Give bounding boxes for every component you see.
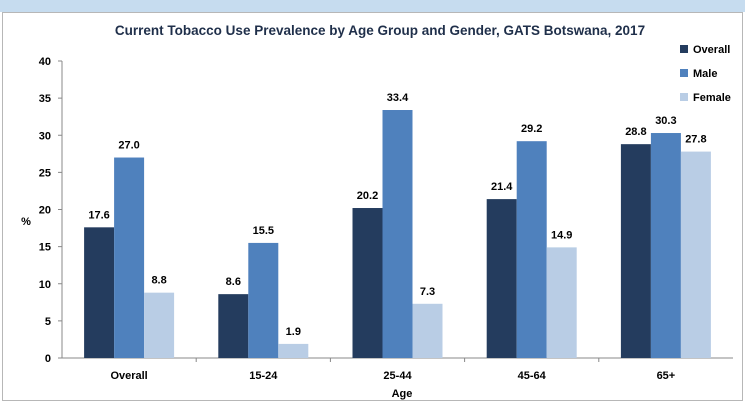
y-axis-label: % [21,216,31,228]
x-tick-label: Overall [110,370,147,382]
data-label: 30.3 [655,115,676,127]
bar-overall [218,294,249,358]
data-label: 27.0 [118,140,139,152]
data-label: 8.6 [226,276,241,288]
x-tick-label: 15-24 [249,370,278,382]
data-label: 8.8 [151,275,166,287]
bar-male [114,157,145,358]
top-band [0,0,745,12]
bar-female [144,292,175,358]
x-tick-label: 65+ [657,370,676,382]
bar-overall [84,227,115,358]
legend-label-female: Female [693,92,731,104]
data-label: 27.8 [685,134,706,146]
bar-female [278,343,309,358]
y-tick-label: 30 [39,130,51,142]
bar-male [650,133,681,358]
bar-male [382,110,413,358]
x-axis-label: Age [392,388,413,400]
legend-label-overall: Overall [693,44,730,56]
legend-label-male: Male [693,68,717,80]
data-label: 33.4 [387,92,409,104]
x-tick-label: 25-44 [383,370,412,382]
bar-male [248,242,279,358]
data-label: 17.6 [88,209,109,221]
y-tick-label: 35 [39,93,51,105]
y-tick-label: 25 [39,167,51,179]
y-tick-label: 5 [45,316,51,328]
data-label: 7.3 [420,286,435,298]
y-tick-label: 40 [39,56,51,68]
bar-female [412,303,443,358]
y-tick-label: 20 [39,205,51,217]
legend-swatch-male [680,69,688,77]
legend-swatch-female [680,93,688,101]
data-label: 21.4 [491,181,513,193]
data-label: 15.5 [253,225,274,237]
bar-overall [620,144,651,358]
bar-female [680,151,711,358]
data-label: 14.9 [551,229,572,241]
bar-overall [486,199,517,358]
data-label: 28.8 [625,126,646,138]
chart-title: Current Tobacco Use Prevalence by Age Gr… [115,23,645,38]
bar-overall [352,208,383,358]
y-tick-label: 15 [39,242,51,254]
legend-swatch-overall [680,45,688,53]
y-tick-label: 10 [39,279,51,291]
data-label: 1.9 [286,326,301,338]
bar-female [546,247,577,358]
bar-male [516,141,547,358]
data-label: 29.2 [521,123,542,135]
y-tick-label: 0 [45,353,51,365]
x-tick-label: 45-64 [518,370,547,382]
data-label: 20.2 [357,190,378,202]
